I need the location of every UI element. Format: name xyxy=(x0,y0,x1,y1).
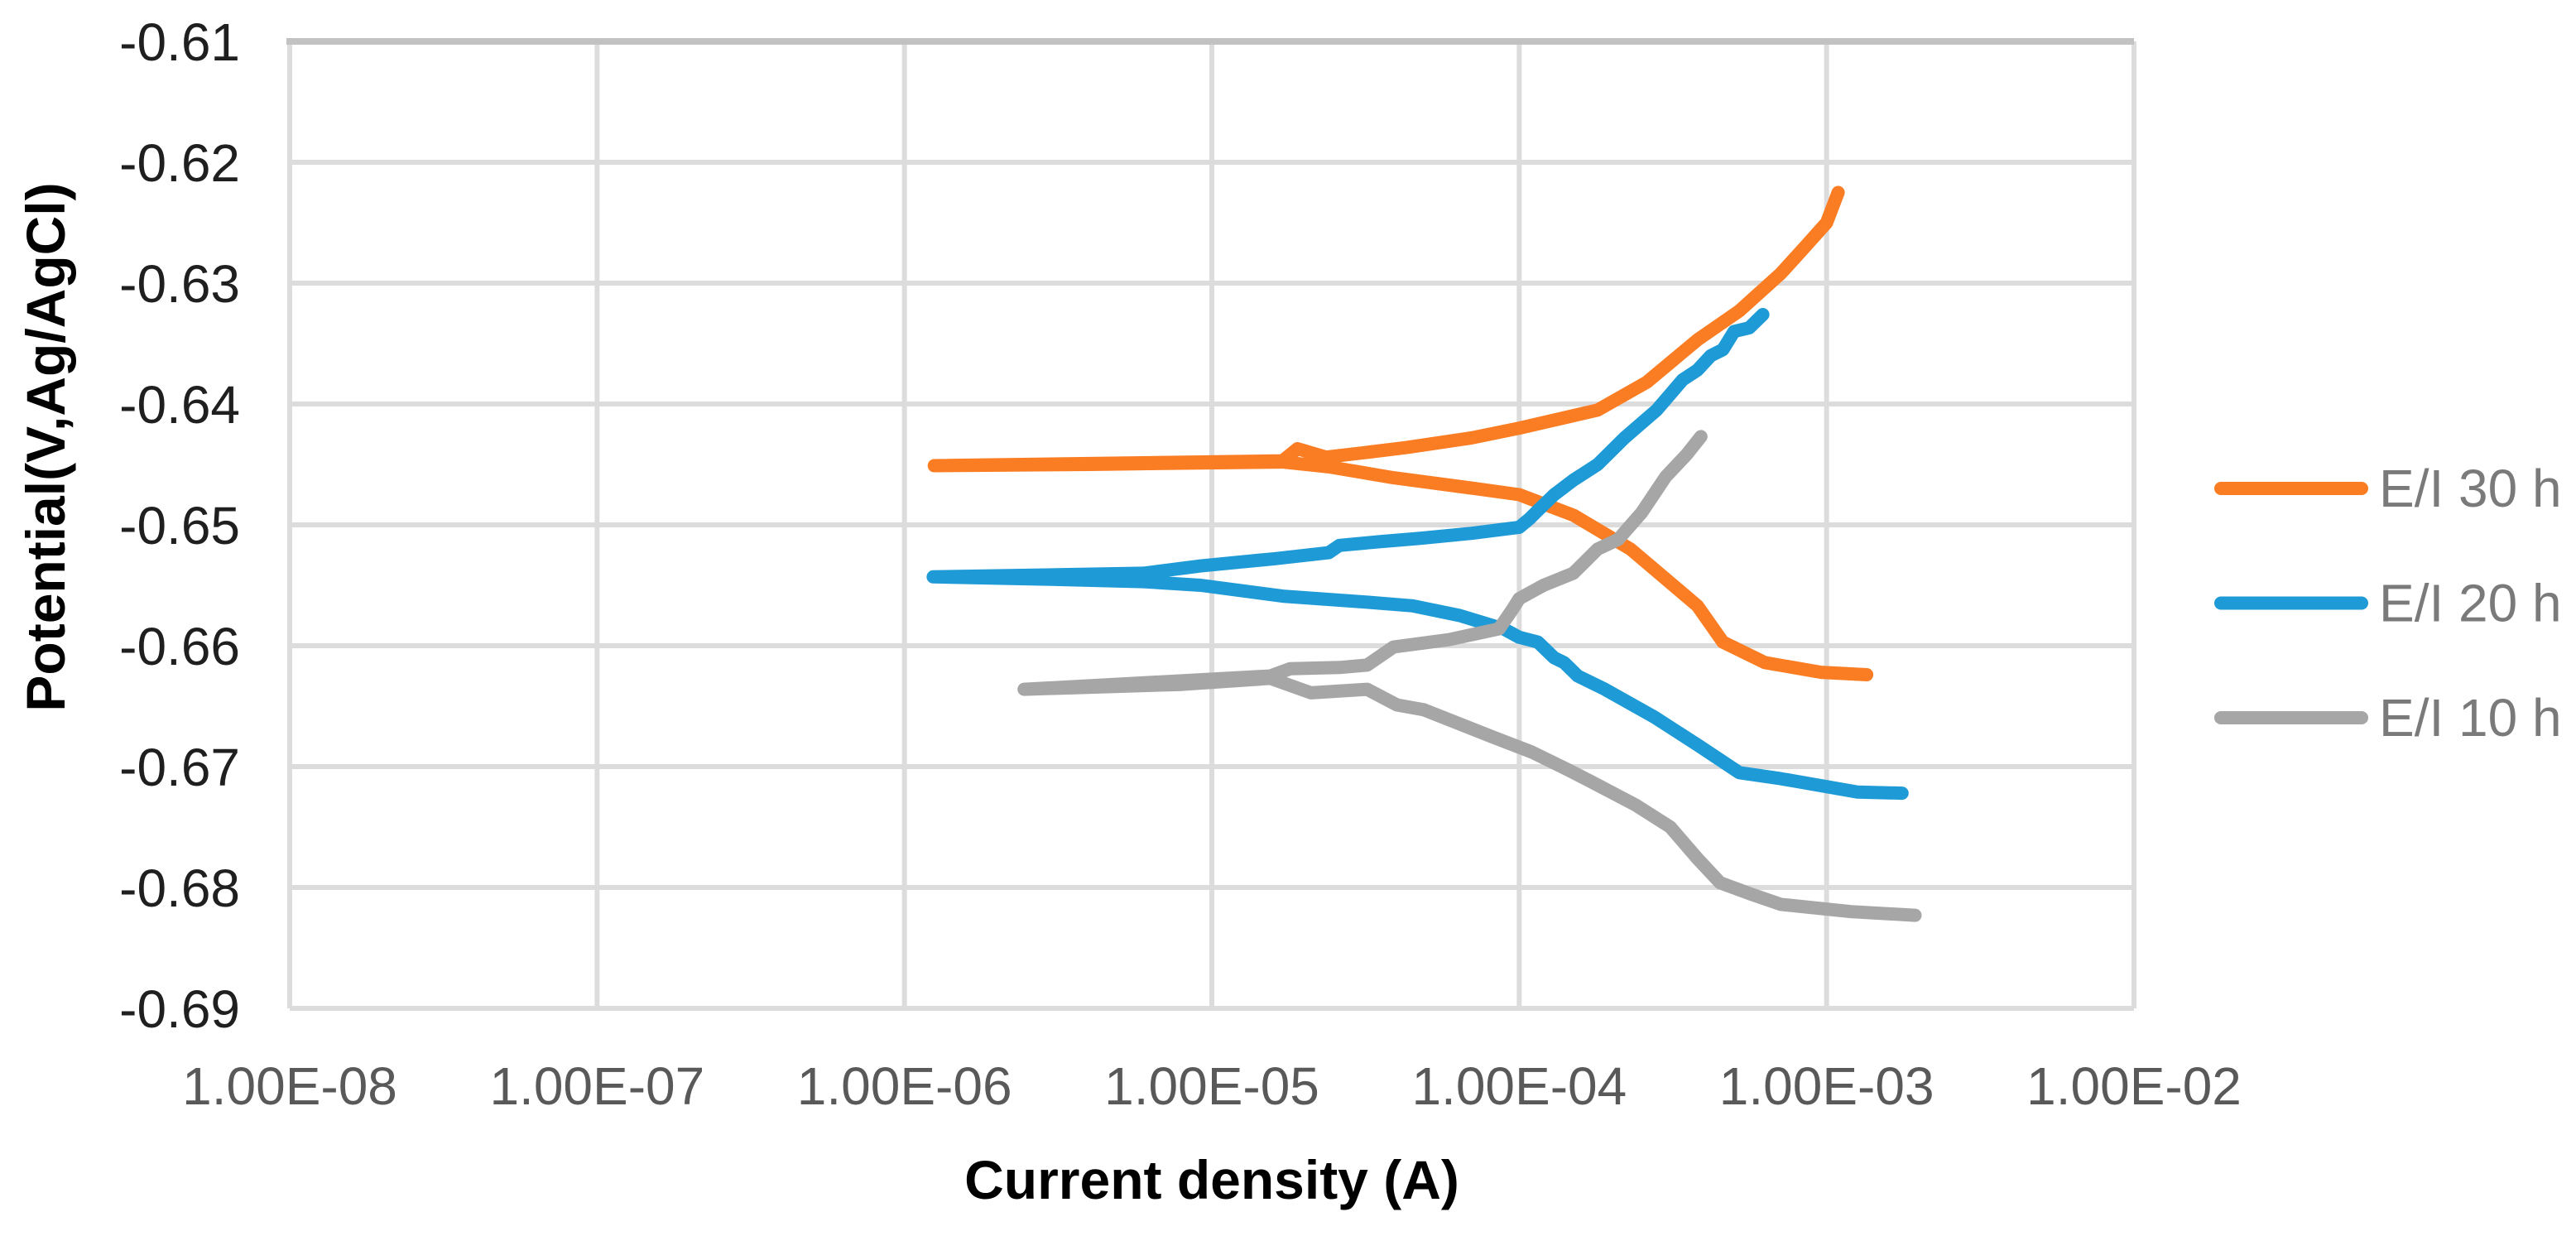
series-line xyxy=(1017,430,1922,922)
y-tick-label: -0.65 xyxy=(119,496,240,555)
series-line xyxy=(926,308,1909,801)
legend-label: E/I 10 h xyxy=(2379,688,2562,748)
x-tick-label: 1.00E-08 xyxy=(182,1056,397,1116)
x-tick-label: 1.00E-02 xyxy=(2026,1056,2242,1116)
y-tick-label: -0.69 xyxy=(119,979,240,1039)
x-tick-label: 1.00E-07 xyxy=(489,1056,704,1116)
legend-label: E/I 30 h xyxy=(2379,459,2562,518)
y-tick-label: -0.67 xyxy=(119,738,240,797)
legend: E/I 30 h E/I 20 h E/I 10 h xyxy=(2214,459,2562,748)
y-tick-label: -0.63 xyxy=(119,254,240,314)
x-axis-tick-labels: 1.00E-08 1.00E-07 1.00E-06 1.00E-05 1.00E-04… xyxy=(182,1056,2242,1116)
x-tick-label: 1.00E-04 xyxy=(1411,1056,1627,1116)
x-tick-label: 1.00E-03 xyxy=(1719,1056,1934,1116)
y-tick-label: -0.66 xyxy=(119,617,240,676)
gridlines xyxy=(286,38,2136,1011)
series-lines xyxy=(926,185,1922,922)
y-tick-label: -0.61 xyxy=(119,12,240,72)
y-tick-label: -0.62 xyxy=(119,133,240,193)
x-axis-title: Current density (A) xyxy=(964,1149,1459,1210)
x-tick-label: 1.00E-06 xyxy=(797,1056,1012,1116)
legend-label: E/I 20 h xyxy=(2379,574,2562,633)
y-tick-label: -0.68 xyxy=(119,858,240,918)
series-line xyxy=(927,185,1874,681)
y-tick-label: -0.64 xyxy=(119,375,240,435)
x-tick-label: 1.00E-05 xyxy=(1104,1056,1319,1116)
y-axis-tick-labels: -0.61 -0.62 -0.63 -0.64 -0.65 -0.66 -0.67 -0.68… xyxy=(119,12,240,1039)
y-axis-title: Potential(V,Ag/AgCl) xyxy=(15,182,76,711)
